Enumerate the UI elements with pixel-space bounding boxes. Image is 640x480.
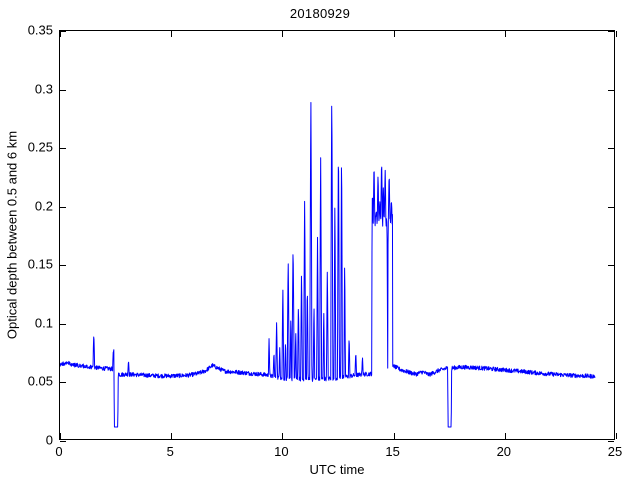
x-tick-mark [504,433,506,439]
y-tick-mark [60,265,66,267]
y-tick-label: 0 [45,432,53,448]
y-tick-label: 0.25 [27,139,53,155]
data-line-optical-depth [60,101,596,428]
plot-area [59,30,617,442]
y-axis-label: Optical depth between 0.5 and 6 km [4,130,20,340]
y-tick-mark [60,31,66,32]
x-tick-label: 0 [55,444,63,459]
y-tick-label: 0.1 [34,315,53,331]
x-tick-mark [504,31,506,37]
y-tick-label: 0.35 [27,22,53,38]
x-tick-label: 25 [607,444,623,459]
x-tick-mark [60,31,61,37]
y-tick-label: 0.2 [34,198,53,214]
y-tick-mark [608,265,614,267]
y-tick-mark [608,148,614,150]
x-tick-mark [616,31,617,37]
y-tick-mark [608,382,614,384]
y-tick-mark [60,89,66,91]
y-tick-mark [60,148,66,150]
chart-title: 20180929 [289,6,351,21]
x-tick-mark [171,31,173,37]
y-tick-mark [608,206,614,208]
x-tick-label: 20 [496,444,512,459]
y-tick-label: 0.3 [34,81,53,97]
x-tick-mark [282,31,284,37]
y-tick-mark [60,206,66,208]
data-series-plot [60,101,596,428]
y-tick-label: 0.15 [27,256,53,272]
y-tick-mark [608,31,614,32]
y-tick-mark [608,323,614,325]
x-tick-mark [60,433,61,439]
y-tick-mark [60,382,66,384]
x-axis-label: UTC time [309,462,365,477]
x-tick-mark [393,31,395,37]
y-tick-mark [608,89,614,91]
x-tick-label: 15 [385,444,400,459]
x-tick-label: 5 [166,444,174,459]
x-tick-mark [282,433,284,439]
y-tick-mark [608,441,614,442]
y-tick-mark [60,323,66,325]
y-tick-label: 0.05 [27,373,53,389]
y-tick-mark [60,441,66,442]
x-tick-label: 10 [274,444,289,459]
x-tick-mark [616,433,617,439]
x-tick-mark [393,433,395,439]
x-tick-mark [171,433,173,439]
